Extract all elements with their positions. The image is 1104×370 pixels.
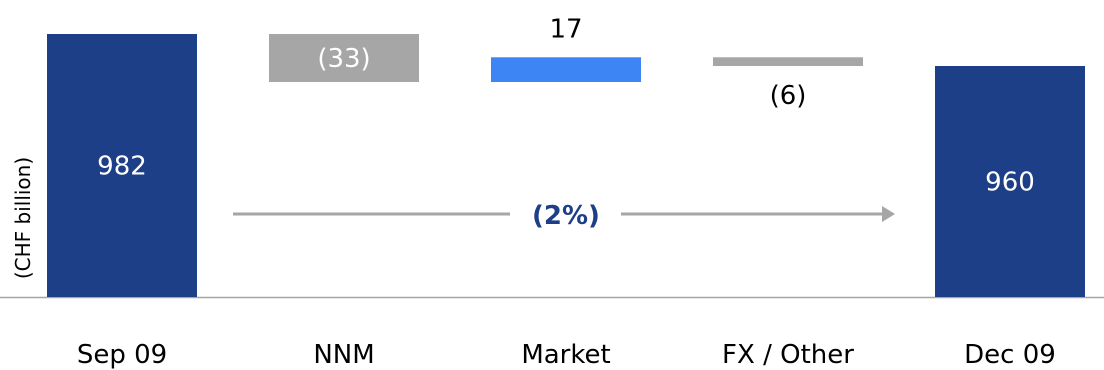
- category-label: Sep 09: [77, 340, 167, 370]
- data-label-nnm: (33): [317, 44, 370, 74]
- bars-group: 982 (33) 17 (6) 960: [47, 14, 1085, 297]
- data-label-market: 17: [549, 14, 582, 44]
- category-label: NNM: [313, 340, 374, 370]
- change-annotation: (2%): [233, 201, 895, 231]
- bar-dec-09: [935, 66, 1085, 297]
- y-axis-label: (CHF billion): [11, 157, 35, 279]
- data-label-fx-other: (6): [770, 81, 807, 111]
- change-arrow-head: [882, 206, 895, 222]
- bar-sep-09: [47, 34, 197, 297]
- change-percent-label: (2%): [532, 201, 600, 231]
- bar-market: [491, 57, 641, 82]
- bar-nnm: [269, 34, 419, 82]
- data-label-dec-09: 960: [985, 168, 1035, 198]
- category-label: FX / Other: [722, 340, 854, 370]
- bar-fx-other: [713, 57, 863, 66]
- data-label-sep-09: 982: [97, 152, 147, 182]
- category-labels: Sep 09 NNM Market FX / Other Dec 09: [77, 340, 1056, 370]
- category-label: Dec 09: [964, 340, 1056, 370]
- category-label: Market: [521, 340, 610, 370]
